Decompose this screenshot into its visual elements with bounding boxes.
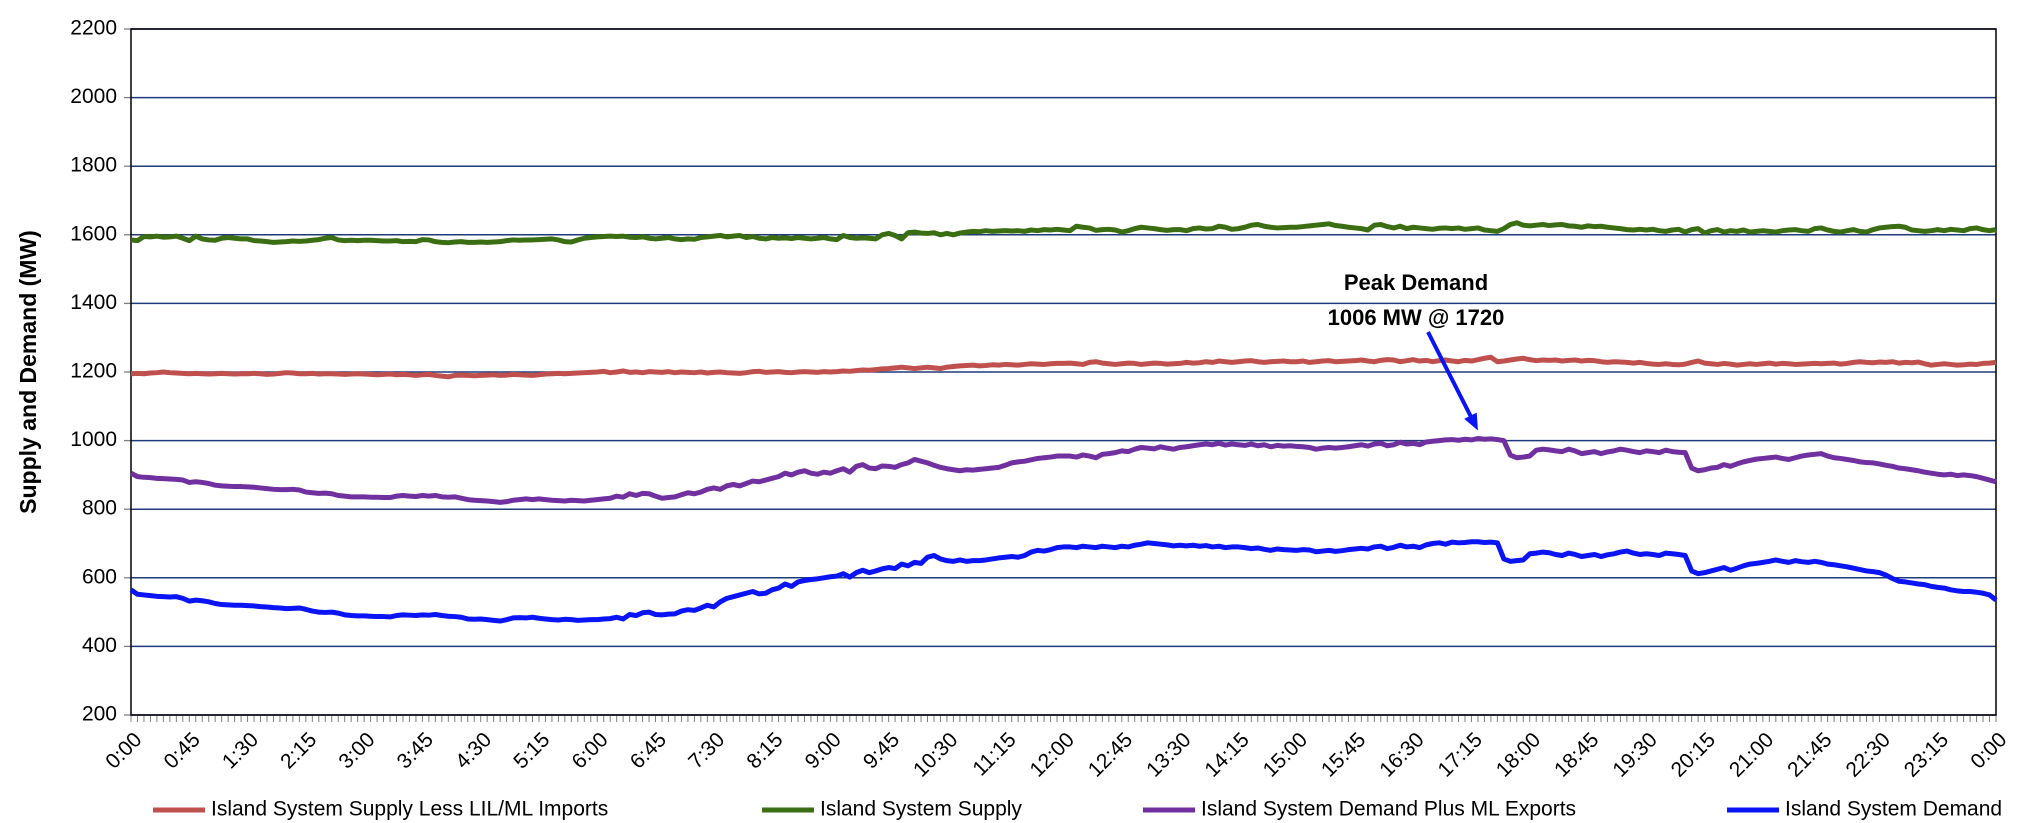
y-tick-label: 1400 xyxy=(70,291,117,314)
y-tick-label: 2200 xyxy=(70,17,117,40)
y-tick-label: 600 xyxy=(82,565,117,588)
annotation: 1006 MW @ 1720 xyxy=(1328,305,1505,330)
legend-label: Island System Demand Plus ML Exports xyxy=(1201,798,1576,821)
y-tick-label: 1600 xyxy=(70,222,117,245)
legend-label: Island System Demand xyxy=(1785,798,2002,821)
legend-label: Island System Supply xyxy=(820,798,1022,821)
y-tick-label: 200 xyxy=(82,703,117,726)
series-line xyxy=(130,220,1997,246)
y-tick-label: 2000 xyxy=(70,85,117,108)
series-line xyxy=(130,354,1997,380)
annotation: Peak Demand xyxy=(1344,270,1488,295)
y-tick-label: 800 xyxy=(82,497,117,520)
y-axis-label: Supply and Demand (MW) xyxy=(15,230,41,514)
y-tick-label: 1200 xyxy=(70,360,117,383)
annotation-arrow xyxy=(1426,331,1476,423)
y-tick-label: 1800 xyxy=(70,154,117,177)
legend-label: Island System Supply Less LIL/ML Imports xyxy=(211,798,608,821)
series-line xyxy=(129,436,1997,505)
series-line xyxy=(129,539,1998,624)
y-tick-label: 400 xyxy=(82,634,117,657)
y-tick-label: 1000 xyxy=(70,428,117,451)
annotation-arrowhead xyxy=(1464,412,1478,431)
